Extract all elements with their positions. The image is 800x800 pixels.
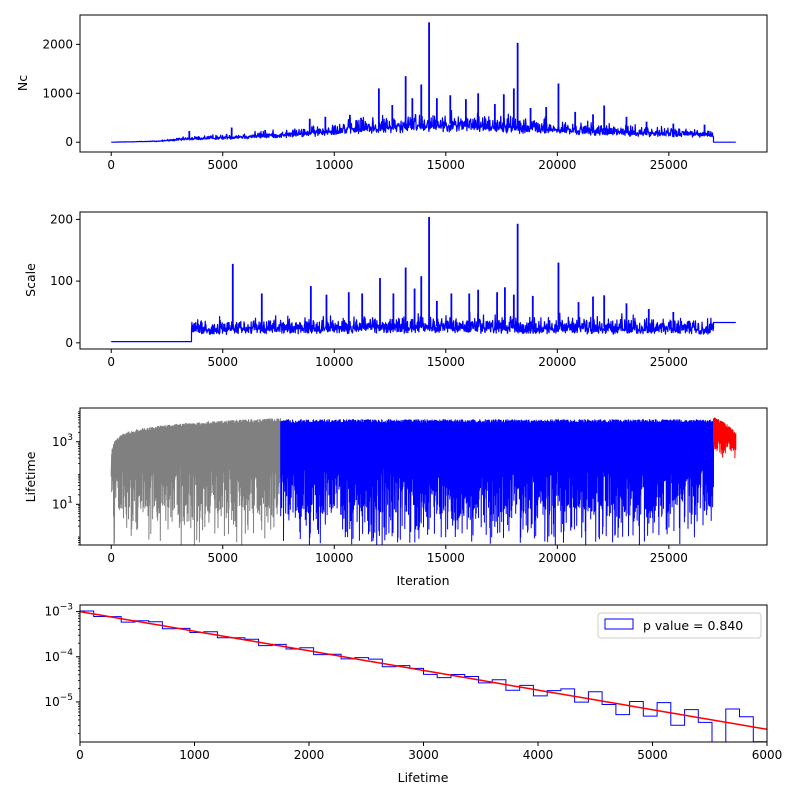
histogram-ytick-label: 10−3 [44,603,73,619]
lifetime-ylabel: Lifetime [23,451,38,502]
lifetime-trace-sampling [280,419,714,545]
nc-xtick-label: 15000 [427,158,465,172]
histogram-plot-area [80,610,767,742]
lifetime-trace-burn-in [110,417,282,545]
legend: p value = 0.840 [597,612,762,639]
lifetime-xtick-label: 0 [107,551,115,565]
panel-lifetime-trace: 0 5000 10000 15000 20000 25000 101 103 Lifetime… [23,407,768,588]
lifetime-xtick-label: 15000 [427,551,465,565]
legend-box [597,612,762,639]
scale-plot-area [111,216,736,343]
scale-ticks: 0 5000 10000 15000 20000 25000 0 100 200 [50,212,688,369]
nc-xtick-label: 5000 [207,158,238,172]
nc-ytick-label: 0 [65,135,73,149]
lifetime-xtick-label: 5000 [207,551,238,565]
scale-ylabel: Scale [23,263,38,297]
histogram-ytick-label: 10−5 [44,693,73,709]
nc-ylabel: Nc [15,75,30,91]
lifetime-plot-area [110,417,737,545]
histogram-xtick-label: 3000 [408,748,439,762]
scale-xtick-label: 20000 [538,355,576,369]
nc-axes-frame [79,14,768,153]
scale-ytick-label: 0 [65,336,73,350]
panel-scale: 0 5000 10000 15000 20000 25000 0 100 200 Scale [23,211,768,369]
exponential-fit-line [80,610,767,731]
nc-xtick-label: 10000 [315,158,353,172]
iteration-xlabel: Iteration [396,573,449,588]
scale-ytick-label: 200 [50,212,73,226]
nc-xtick-label: 25000 [650,158,688,172]
scale-xtick-label: 25000 [650,355,688,369]
nc-plot-area [111,22,736,143]
nc-xtick-label: 20000 [538,158,576,172]
lifetime-ytick-label: 101 [52,495,73,511]
histogram-xtick-label: 1000 [179,748,210,762]
nc-ytick-label: 2000 [42,37,73,51]
nc-ticks: 0 5000 10000 15000 20000 25000 0 1000 2000 [42,37,687,172]
nc-ytick-label: 1000 [42,86,73,100]
lifetime-ticks: 0 5000 10000 15000 20000 25000 101 103 [52,411,688,565]
scale-xtick-label: 10000 [315,355,353,369]
scale-series-line [111,311,736,343]
histogram-xtick-label: 2000 [294,748,325,762]
scale-xtick-label: 5000 [207,355,238,369]
legend-swatch [604,618,634,630]
lifetime-ytick-label: 103 [52,433,73,449]
lifetime-xtick-label: 25000 [650,551,688,565]
lifetime-xtick-label: 10000 [315,551,353,565]
scale-axes-frame [79,211,768,350]
legend-label: p value = 0.840 [643,618,743,633]
histogram-xtick-label: 0 [76,748,84,762]
histogram-xtick-label: 4000 [523,748,554,762]
nc-series-line [111,110,736,143]
nc-xtick-label: 0 [107,158,115,172]
scale-ytick-label: 100 [50,274,73,288]
histogram-xtick-label: 5000 [637,748,668,762]
panel-histogram: 0 1000 2000 3000 4000 5000 6000 10−5 10−4 10−3 Li… [44,603,782,785]
histogram-xlabel: Lifetime [398,770,449,785]
histogram-ytick-label: 10−4 [44,648,73,664]
lifetime-trace-tail [713,417,737,459]
lifetime-axes-frame [79,407,768,546]
histogram-xtick-label: 6000 [752,748,783,762]
panel-nc: 0 5000 10000 15000 20000 25000 0 1000 2000 Nc [15,14,768,172]
scale-xtick-label: 0 [107,355,115,369]
scale-xtick-label: 15000 [427,355,465,369]
histogram-ticks: 0 1000 2000 3000 4000 5000 6000 10−5 10−4 10−3 [44,603,782,762]
lifetime-xtick-label: 20000 [538,551,576,565]
